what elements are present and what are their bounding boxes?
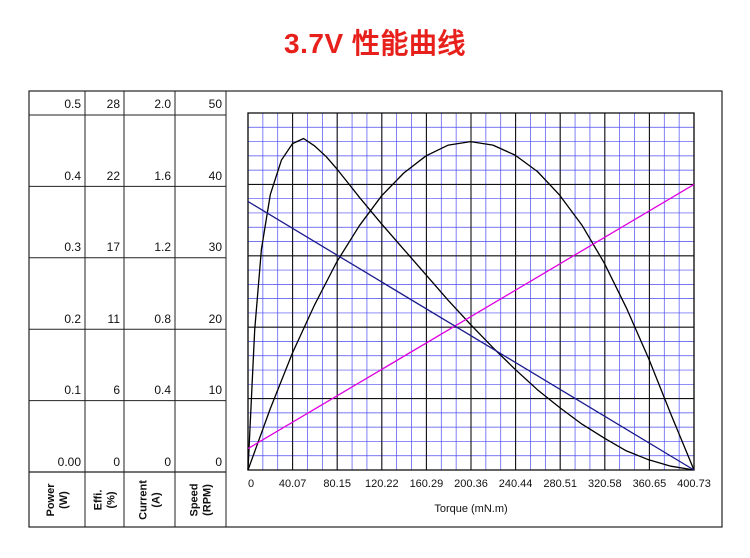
speed-line	[247, 200, 695, 471]
y-axis-name: Power	[45, 483, 57, 517]
curves	[247, 137, 695, 471]
y-axis-unit: (RPM)	[202, 484, 214, 516]
page-title: 3.7V 性能曲线	[284, 28, 466, 59]
y-axis-title: Effi. (%)	[93, 490, 118, 511]
y-tick-label: 0	[113, 455, 120, 469]
x-tick-label: 160.29	[410, 478, 444, 490]
y-axis-name: Effi.	[93, 490, 105, 511]
y-axis-title: Current (A)	[138, 480, 163, 520]
y-tick-label: 22	[107, 169, 121, 183]
y-axis-name: Current	[138, 480, 150, 520]
power-curve	[247, 140, 695, 471]
y-tick-label: 0.00	[58, 455, 82, 469]
y-tick-label: 2.0	[154, 97, 171, 111]
y-tick-label: 6	[113, 383, 120, 397]
y-tick-label: 28	[107, 97, 121, 111]
x-tick-label: 360.65	[633, 478, 667, 490]
x-tick-label: 320.58	[588, 478, 622, 490]
y-tick-label: 1.2	[154, 240, 171, 254]
y-tick-label: 0.8	[154, 312, 171, 326]
x-tick-labels: 0 40.07 80.15 120.22 160.29 200.36 240.44 280.5…	[248, 478, 711, 490]
y-tick-label: 20	[209, 312, 223, 326]
y-axis-unit: (%)	[106, 491, 118, 508]
chart-frame	[28, 90, 723, 528]
x-tick-label: 400.73	[677, 478, 711, 490]
y-axis-unit: (A)	[151, 492, 163, 508]
y-tick-label: 10	[209, 383, 223, 397]
y-tick-label: 30	[209, 240, 223, 254]
major-grid	[247, 112, 695, 471]
x-tick-label: 240.44	[499, 478, 533, 490]
x-tick-label: 0	[248, 478, 254, 490]
y-tick-label: 0	[215, 455, 222, 469]
x-tick-label: 80.15	[323, 478, 351, 490]
x-axis-label: Torque (mN.m)	[434, 503, 507, 515]
y-tick-label: 17	[107, 240, 121, 254]
y-tick-label: 0.3	[64, 240, 81, 254]
y-tick-label: 1.6	[154, 169, 171, 183]
y-axes-panel: 0.00 0.1 0.2 0.3 0.4 0.5 Power (W) 0 6 11 17 22 28 Eff…	[29, 91, 227, 527]
x-tick-label: 40.07	[279, 478, 307, 490]
y-tick-label: 11	[108, 312, 121, 326]
efficiency-curve	[247, 137, 695, 471]
y-axis-title: Speed (RPM)	[189, 483, 214, 516]
y-tick-label: 0.5	[64, 97, 81, 111]
plot-area-border	[247, 112, 695, 471]
y-axis-name: Speed	[189, 483, 201, 516]
x-tick-label: 120.22	[365, 478, 399, 490]
y-tick-label: 0.2	[64, 312, 81, 326]
y-tick-label: 0.1	[64, 383, 81, 397]
y-tick-label: 40	[209, 169, 223, 183]
y-axis-title: Power (W)	[45, 483, 70, 517]
y-tick-label: 0.4	[154, 383, 171, 397]
x-tick-label: 200.36	[454, 478, 488, 490]
y-tick-label: 0	[164, 455, 171, 469]
y-tick-label: 50	[209, 97, 223, 111]
current-line	[247, 183, 695, 450]
y-axis-unit: (W)	[58, 491, 70, 509]
x-tick-label: 280.51	[543, 478, 577, 490]
y-tick-label: 0.4	[64, 169, 81, 183]
